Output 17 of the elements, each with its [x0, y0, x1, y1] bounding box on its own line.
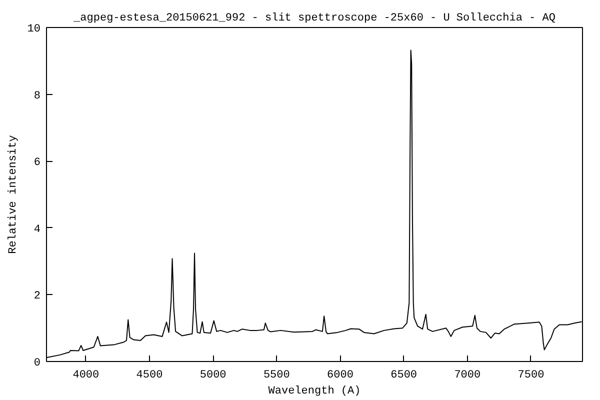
x-tick-label: 7000 [454, 370, 481, 382]
y-tick-label: 8 [34, 90, 41, 102]
chart-title: _agpeg-estesa_20150621_992 - slit spettroscope -25x60 - U Sollecchia - AQ [72, 12, 556, 24]
y-axis-title: Relative intensity [7, 134, 20, 254]
x-tick-label: 5000 [200, 370, 226, 382]
y-tick-label: 2 [34, 290, 41, 303]
x-tick-label: 6500 [390, 370, 418, 382]
x-tick-label: 7500 [518, 370, 544, 382]
y-tick-label: 10 [27, 24, 40, 36]
y-tick-label: 0 [34, 358, 41, 370]
x-tick-label: 4500 [136, 370, 163, 382]
y-tick-label: 4 [34, 224, 41, 236]
x-tick-label: 4000 [72, 370, 100, 382]
x-axis-title: Wavelength (A) [268, 386, 361, 398]
x-tick-label: 5500 [263, 370, 290, 382]
x-tick-label: 6000 [327, 370, 354, 382]
y-tick-label: 6 [34, 157, 41, 170]
